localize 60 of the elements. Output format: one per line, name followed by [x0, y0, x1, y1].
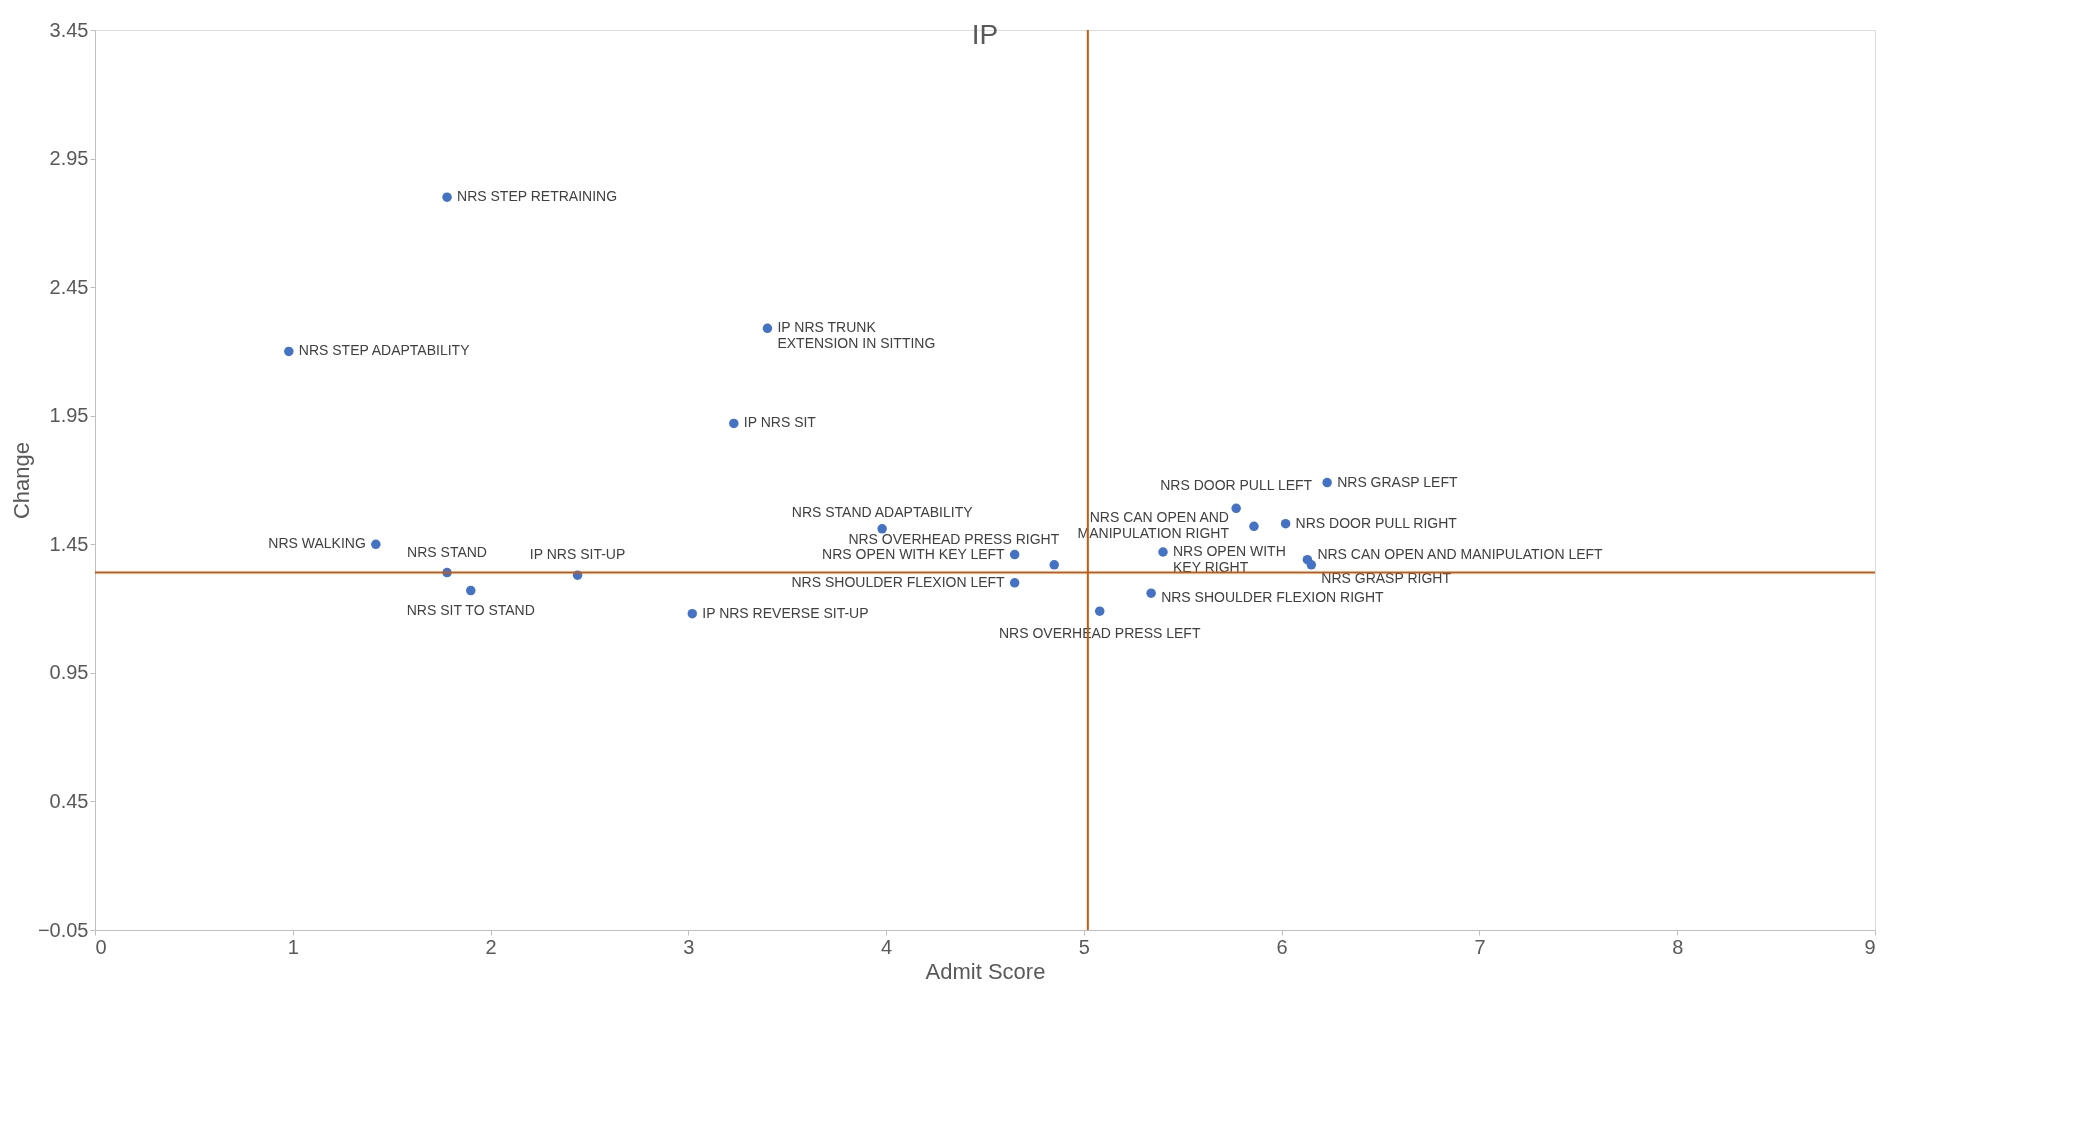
data-label: NRS SHOULDER FLEXION RIGHT	[1161, 589, 1385, 606]
point	[1049, 560, 1059, 570]
data-label: NRS STAND ADAPTABILITY	[791, 503, 974, 520]
data-label: IP NRS REVERSE SIT-UP	[702, 604, 869, 621]
x-tick-label: 1	[287, 935, 299, 958]
x-tick-label: 0	[95, 935, 107, 958]
data-label: NRS SHOULDER FLEXION LEFT	[791, 573, 1006, 590]
data-label: NRS OPEN WITH KEY LEFT	[822, 545, 1006, 562]
data-label: IP NRS TRUNK EXTENSION IN SITTING	[777, 319, 936, 352]
data-label: IP NRS SIT	[743, 414, 817, 431]
data-label: NRS OPEN WITH KEY RIGHT	[1173, 543, 1286, 575]
point	[1231, 503, 1241, 514]
y-tick-label: −0.05	[37, 918, 89, 941]
y-tick-label: 3.45	[49, 18, 89, 41]
point	[466, 585, 476, 596]
data-label: NRS DOOR PULL LEFT	[1160, 477, 1313, 494]
point	[371, 539, 381, 550]
data-label: NRS STEP RETRAINING	[457, 188, 618, 205]
point	[1009, 549, 1020, 560]
point	[687, 608, 698, 619]
x-tick-label: 3	[683, 935, 695, 958]
data-label: NRS DOOR PULL RIGHT	[1295, 514, 1458, 531]
data-label: NRS STEP ADAPTABILITY	[298, 342, 471, 359]
data-label: NRS GRASP LEFT	[1337, 473, 1458, 490]
data-label: NRS STAND	[407, 543, 487, 560]
data-label: NRS WALKING	[268, 535, 366, 552]
x-tick-label: 9	[1864, 935, 1876, 958]
data-label: NRS CAN OPEN AND MANIPULATION LEFT	[1317, 545, 1604, 562]
point	[762, 323, 773, 334]
point	[877, 524, 887, 534]
x-tick-label: 4	[881, 935, 893, 958]
point	[1280, 518, 1291, 529]
y-tick-label: 2.45	[49, 275, 89, 298]
data-label: IP NRS SIT-UP	[529, 546, 626, 563]
point	[1146, 588, 1156, 598]
x-tick-label: 5	[1078, 935, 1090, 958]
point	[1322, 477, 1332, 488]
point	[442, 192, 452, 202]
data-label: NRS GRASP RIGHT	[1321, 569, 1452, 586]
data-label: NRS SIT TO STAND	[406, 601, 535, 618]
chart-title: IP	[971, 19, 999, 50]
y-tick-label: 1.45	[49, 532, 89, 555]
y-tick-label: 0.95	[49, 661, 89, 684]
data-label: NRS OVERHEAD PRESS RIGHT	[848, 530, 1060, 547]
x-axis-title: Admit Score	[925, 958, 1046, 984]
point	[1009, 578, 1020, 588]
x-tick-label: 7	[1474, 935, 1486, 958]
x-tick-label: 6	[1276, 935, 1288, 958]
x-tick-label: 2	[485, 935, 497, 958]
y-tick-label: 1.95	[49, 404, 89, 427]
point	[729, 418, 739, 429]
y-tick-label: 2.95	[49, 147, 89, 170]
point	[1094, 606, 1105, 616]
y-tick-label: 0.45	[49, 789, 89, 812]
point	[284, 346, 294, 357]
y-axis-title: Change	[8, 441, 34, 520]
point	[1158, 547, 1168, 557]
point	[1249, 521, 1259, 532]
x-tick-label: 8	[1672, 935, 1684, 958]
point	[1306, 560, 1317, 570]
